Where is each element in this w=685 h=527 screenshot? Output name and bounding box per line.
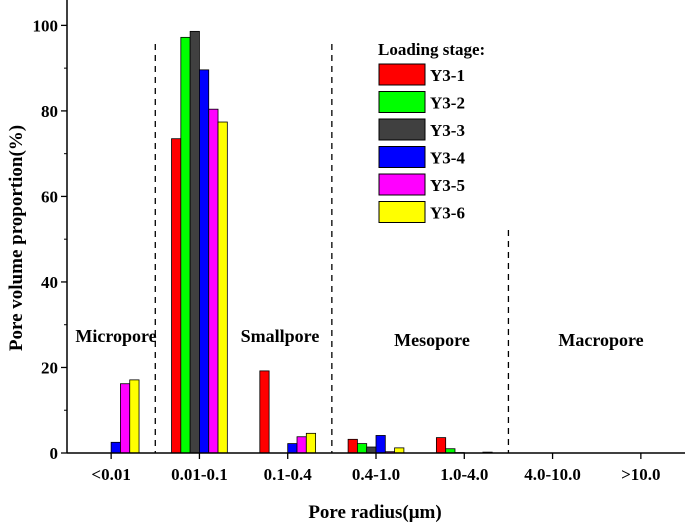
bar-y3-1-3 <box>347 438 358 454</box>
legend: Loading stage: Y3-1 Y3-2 Y3-3 Y3-4 Y3-5 Y3-6 <box>378 40 485 223</box>
x-tick-label-5: 4.0-10.0 <box>524 465 581 484</box>
bar-y3-2-3 <box>356 443 368 454</box>
region-label-mesopore: Mesopore <box>394 330 470 350</box>
x-tick-label-2: 0.1-0.4 <box>264 465 313 484</box>
region-dividers <box>154 44 510 453</box>
axes: 0 20 40 60 80 100 <0.01 0.01-0.1 0.1-0.4 0.4-1.0 1… <box>33 0 685 484</box>
bar-y3-5-2 <box>296 436 307 454</box>
bar-y3-1-2 <box>259 370 270 454</box>
legend-label-y3-4: Y3-4 <box>430 149 465 168</box>
y-tick-label-40: 40 <box>41 273 58 292</box>
bar-y3-6-0 <box>129 379 140 454</box>
region-label-macropore: Macropore <box>558 330 643 350</box>
bar-y3-4-1 <box>199 69 210 454</box>
region-label-micropore: Micropore <box>75 326 156 346</box>
bar-y3-3-1 <box>189 30 200 454</box>
bar-y3-5-0 <box>120 383 131 454</box>
bar-y3-1-1 <box>171 138 182 454</box>
bar-y3-6-3 <box>394 447 405 454</box>
x-tick-label-0: <0.01 <box>91 465 130 484</box>
bar-y3-1-4 <box>435 437 447 454</box>
legend-swatch-y3-1 <box>378 63 426 86</box>
legend-swatch-y3-2 <box>378 91 426 113</box>
y-tick-label-80: 80 <box>41 102 58 121</box>
bar-y3-4-0 <box>110 441 121 454</box>
bar-y3-3-3 <box>366 446 377 454</box>
x-tick-label-4: 1.0-4.0 <box>440 465 488 484</box>
bar-y3-2-1 <box>180 36 191 454</box>
region-label-smallpore: Smallpore <box>241 326 320 346</box>
legend-label-y3-3: Y3-3 <box>430 121 465 140</box>
bar-y3-5-1 <box>208 108 219 454</box>
legend-label-y3-6: Y3-6 <box>430 204 465 223</box>
legend-swatch-y3-3 <box>378 118 426 141</box>
region-labels: Micropore Smallpore Mesopore Macropore <box>75 326 643 350</box>
bar-y3-6-1 <box>217 121 228 454</box>
legend-swatch-y3-5 <box>378 173 426 196</box>
y-tick-label-100: 100 <box>33 16 59 35</box>
legend-label-y3-5: Y3-5 <box>430 176 465 195</box>
y-tick-label-0: 0 <box>50 444 59 463</box>
y-tick-label-60: 60 <box>41 187 58 206</box>
bar-y3-6-2 <box>305 432 317 454</box>
x-axis-label: Pore radius(μm) <box>308 502 441 523</box>
legend-label-y3-2: Y3-2 <box>430 94 465 113</box>
x-tick-label-3: 0.4-1.0 <box>352 465 400 484</box>
legend-label-y3-1: Y3-1 <box>430 66 465 85</box>
legend-swatch-y3-6 <box>378 201 426 223</box>
y-tick-label-20: 20 <box>41 358 58 377</box>
legend-title: Loading stage: <box>378 40 485 59</box>
y-axis-label: Pore volume proportion(%) <box>6 125 27 351</box>
x-tick-label-6: >10.0 <box>621 465 660 484</box>
x-tick-label-1: 0.01-0.1 <box>171 465 228 484</box>
legend-swatch-y3-4 <box>378 146 426 168</box>
bars-layer <box>110 30 493 454</box>
bar-y3-4-2 <box>287 443 298 454</box>
bar-y3-4-3 <box>375 435 386 454</box>
